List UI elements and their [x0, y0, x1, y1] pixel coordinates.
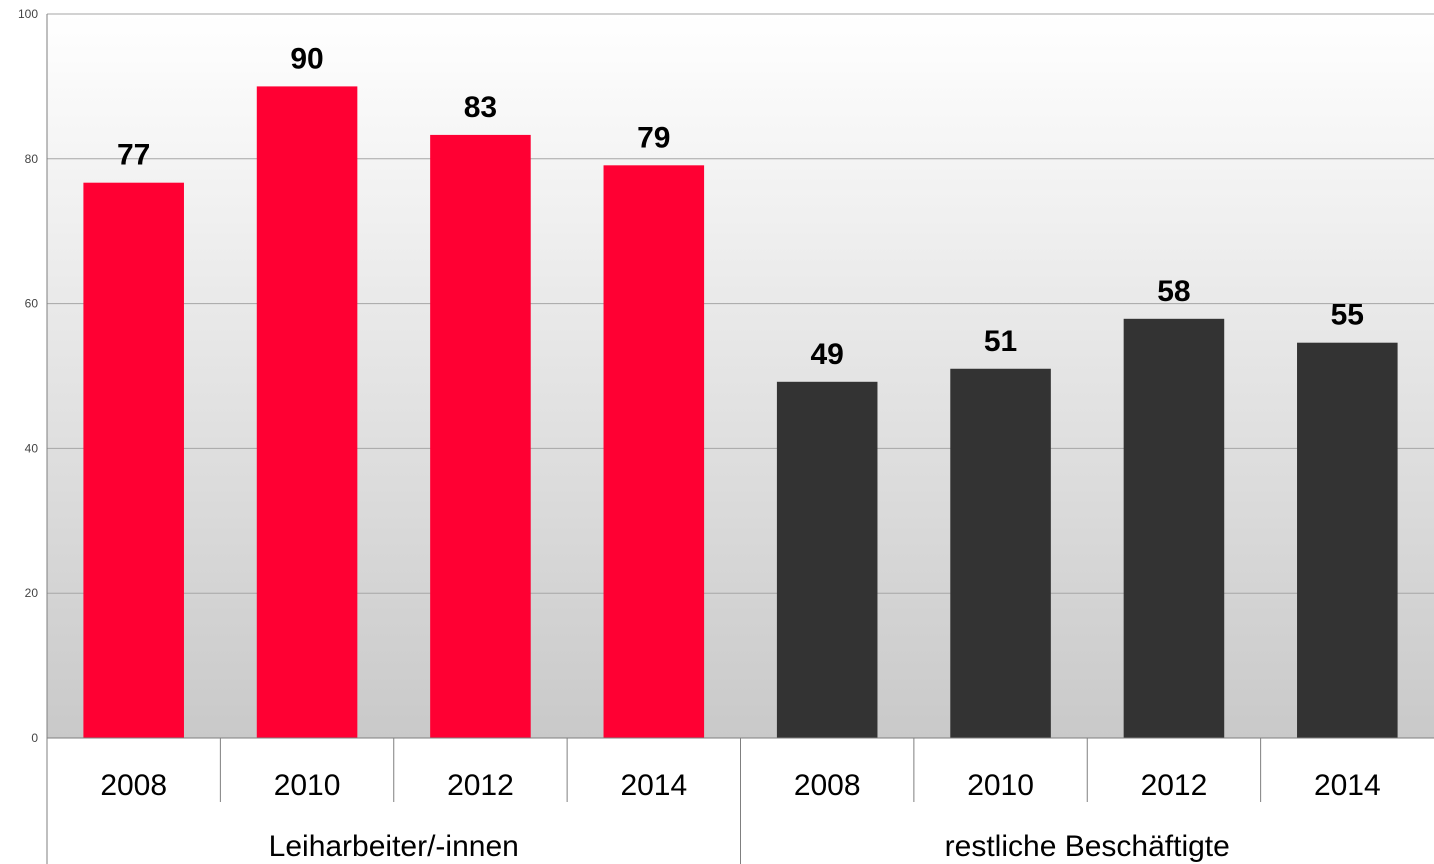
y-tick-label: 20 [25, 586, 39, 600]
y-tick-label: 0 [31, 731, 38, 745]
bar [1123, 318, 1225, 738]
x-tick-label: 2010 [967, 769, 1034, 802]
y-tick-label: 60 [25, 297, 39, 311]
x-tick-label: 2012 [447, 769, 514, 802]
bars [83, 86, 1398, 739]
bar [1297, 342, 1398, 738]
y-tick-label: 100 [18, 7, 38, 21]
bar [256, 86, 358, 738]
bar [776, 381, 878, 738]
x-tick-label: 2014 [1314, 769, 1381, 802]
data-labels: 77 90 83 79 49 51 58 55 [117, 42, 1364, 370]
bar-value-label: 51 [984, 325, 1017, 358]
group-label: Leiharbeiter/-innen [269, 830, 519, 863]
plot-area [47, 14, 1434, 738]
x-tick-label: 2014 [620, 769, 687, 802]
bar-value-label: 83 [464, 91, 497, 124]
x-tick-label: 2008 [100, 769, 167, 802]
bar-value-label: 55 [1331, 299, 1364, 332]
bar-value-label: 79 [637, 121, 670, 154]
group-label: restliche Beschäftigte [945, 830, 1230, 863]
x-tick-label: 2010 [274, 769, 341, 802]
axes: 0 20 40 60 80 100 2008 2010 2012 2014 Leiharbeiter… [18, 7, 1434, 864]
bar [603, 165, 705, 739]
bar-value-label: 49 [811, 338, 844, 371]
x-tick-label: 2008 [794, 769, 861, 802]
x-tick-label: 2012 [1141, 769, 1208, 802]
bar-value-label: 58 [1157, 275, 1190, 308]
bar [430, 134, 531, 738]
bar-value-label: 90 [290, 42, 323, 75]
bar-value-label: 77 [117, 139, 150, 172]
bar [83, 182, 184, 738]
y-tick-label: 40 [25, 441, 39, 455]
bar [950, 368, 1051, 738]
y-tick-label: 80 [25, 152, 39, 166]
